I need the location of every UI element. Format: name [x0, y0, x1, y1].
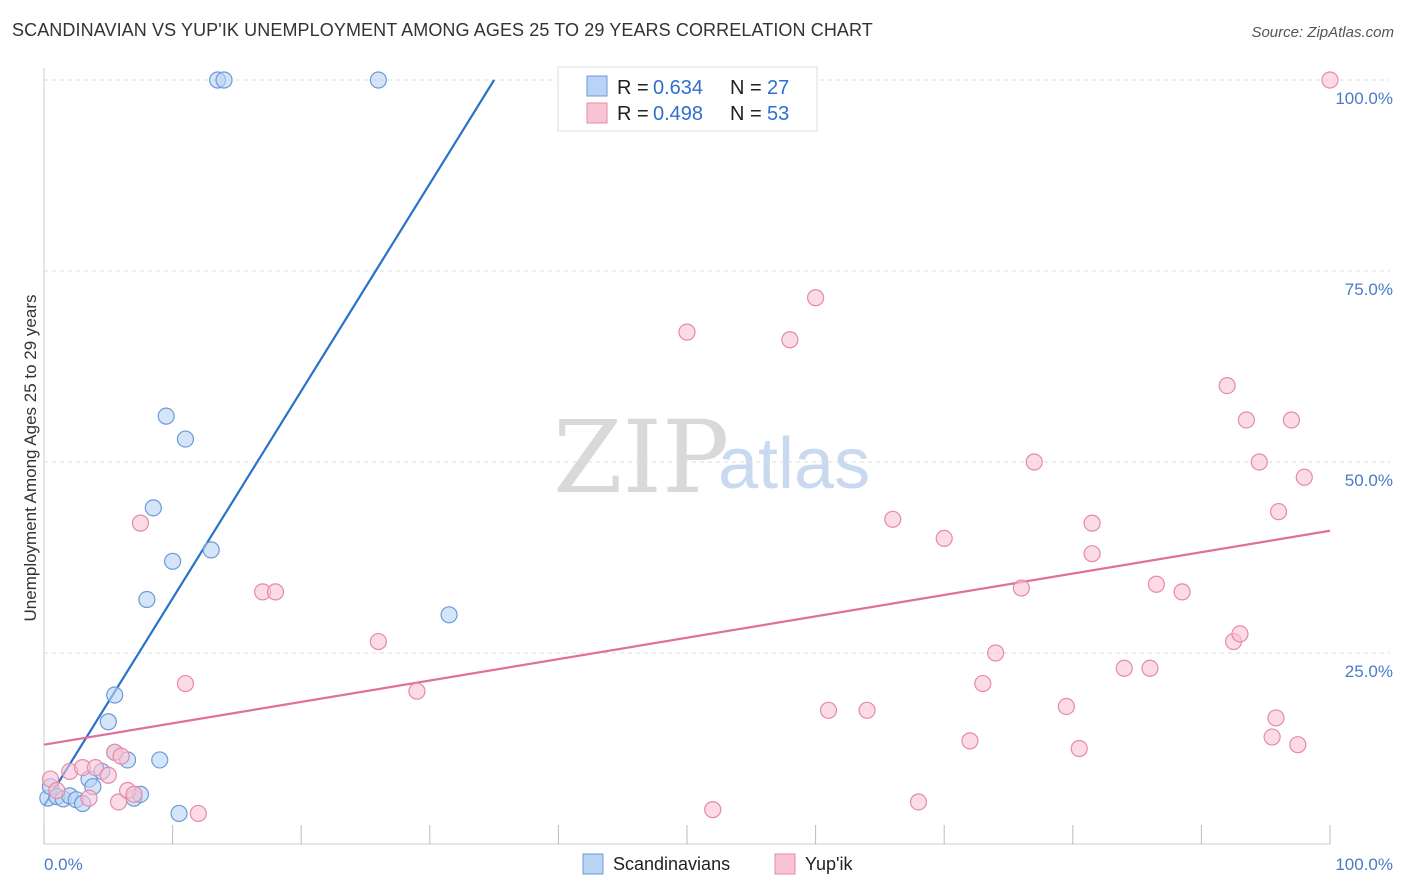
bottom-legend: Scandinavians Yup'ik	[582, 853, 853, 875]
point-scandinavians-16	[138, 590, 156, 609]
legend-box: R = 0.634 N = 27 R = 0.498 N = 53	[557, 66, 818, 132]
point-yupik-5	[86, 758, 105, 777]
grid-layer	[44, 79, 1390, 654]
chart-title: SCANDINAVIAN VS YUP'IK UNEMPLOYMENT AMON…	[12, 20, 873, 40]
legend-r-value-scandinavians: 0.634	[653, 77, 703, 99]
y-axis-label: Unemployment Among Ages 25 to 29 years	[21, 295, 40, 622]
point-scandinavians-17	[144, 499, 162, 517]
legend-r-label-scandinavians: R =	[617, 77, 649, 99]
point-yupik-8	[109, 793, 128, 811]
point-yupik-24	[858, 701, 876, 719]
bottom-legend-label-yupik: Yup'ik	[805, 854, 853, 874]
point-yupik-48	[1269, 503, 1288, 521]
watermark-atlas: atlas	[718, 424, 870, 504]
point-yupik-19	[678, 323, 696, 341]
point-scandinavians-25	[215, 71, 233, 89]
point-yupik-41	[1218, 377, 1236, 395]
point-yupik-17	[369, 632, 387, 651]
point-yupik-29	[974, 674, 992, 693]
point-yupik-50	[1289, 736, 1307, 754]
point-yupik-36	[1083, 545, 1101, 563]
point-yupik-37	[1115, 659, 1133, 677]
point-yupik-38	[1141, 659, 1159, 677]
point-yupik-39	[1147, 575, 1165, 593]
bottom-legend-swatch-scandinavians	[582, 853, 604, 875]
point-yupik-40	[1173, 583, 1191, 601]
point-scandinavians-27	[440, 606, 458, 624]
point-yupik-14	[189, 804, 207, 823]
point-yupik-13	[176, 674, 195, 693]
x-tick-label-0: 0.0%	[44, 855, 83, 874]
point-yupik-4	[80, 789, 98, 807]
y-tick-label-100: 100.0%	[1335, 89, 1393, 108]
point-yupik-47	[1267, 709, 1285, 727]
legend-n-label-scandinavians: N =	[730, 77, 762, 99]
point-yupik-44	[1237, 411, 1256, 429]
point-yupik-33	[1057, 697, 1075, 716]
point-yupik-30	[987, 644, 1005, 662]
point-scandinavians-26	[369, 71, 387, 89]
point-yupik-20	[704, 801, 722, 819]
axis-layer	[43, 68, 1331, 845]
x-tick-label-100: 100.0%	[1335, 855, 1393, 874]
point-yupik-9	[112, 747, 130, 765]
point-scandinavians-19	[157, 407, 175, 425]
point-yupik-6	[99, 766, 117, 784]
trend-line-yupik	[43, 529, 1331, 746]
point-yupik-21	[781, 331, 799, 349]
point-yupik-18	[408, 682, 426, 700]
legend-swatch-scandinavians	[586, 75, 608, 97]
point-yupik-35	[1083, 514, 1101, 532]
bottom-legend-label-scandinavians: Scandinavians	[613, 854, 730, 874]
point-yupik-51	[1295, 468, 1313, 486]
point-scandinavians-21	[170, 804, 188, 823]
point-yupik-49	[1282, 411, 1301, 429]
trend-line-scandinavians	[43, 79, 496, 807]
point-yupik-46	[1263, 728, 1281, 746]
point-yupik-22	[806, 289, 825, 307]
point-yupik-28	[961, 732, 979, 750]
point-yupik-11	[125, 785, 143, 803]
point-scandinavians-23	[202, 541, 220, 559]
point-yupik-25	[884, 510, 902, 528]
points-layer	[39, 71, 1339, 823]
y-tick-label-75: 75.0%	[1345, 280, 1393, 299]
point-yupik-27	[935, 529, 953, 548]
legend-n-label-yupik: N =	[730, 103, 762, 125]
point-scandinavians-18	[151, 751, 169, 769]
y-tick-label-50: 50.0%	[1345, 471, 1393, 490]
point-yupik-32	[1025, 453, 1043, 471]
trend-layer	[43, 79, 1331, 807]
legend-r-label-yupik: R =	[617, 103, 649, 125]
point-yupik-16	[266, 583, 285, 601]
point-scandinavians-22	[176, 430, 195, 448]
point-yupik-45	[1250, 453, 1268, 471]
watermark-zip: ZIP	[553, 399, 729, 516]
point-yupik-52	[1321, 71, 1339, 89]
legend-n-value-yupik: 53	[767, 103, 789, 125]
point-yupik-23	[819, 701, 838, 719]
point-yupik-31	[1012, 579, 1030, 597]
point-yupik-26	[909, 793, 928, 811]
bottom-legend-swatch-yupik	[774, 853, 796, 875]
point-scandinavians-10	[99, 713, 117, 731]
point-scandinavians-11	[106, 686, 124, 704]
point-yupik-1	[48, 781, 66, 800]
legend-n-value-scandinavians: 27	[767, 77, 789, 99]
legend-r-value-yupik: 0.498	[653, 103, 703, 125]
point-yupik-12	[131, 514, 150, 532]
source-label: Source: ZipAtlas.com	[1251, 24, 1394, 41]
point-yupik-43	[1231, 625, 1249, 643]
point-scandinavians-20	[164, 552, 182, 570]
point-yupik-34	[1070, 739, 1088, 758]
y-tick-label-25: 25.0%	[1345, 662, 1393, 681]
legend-swatch-yupik	[586, 102, 608, 124]
